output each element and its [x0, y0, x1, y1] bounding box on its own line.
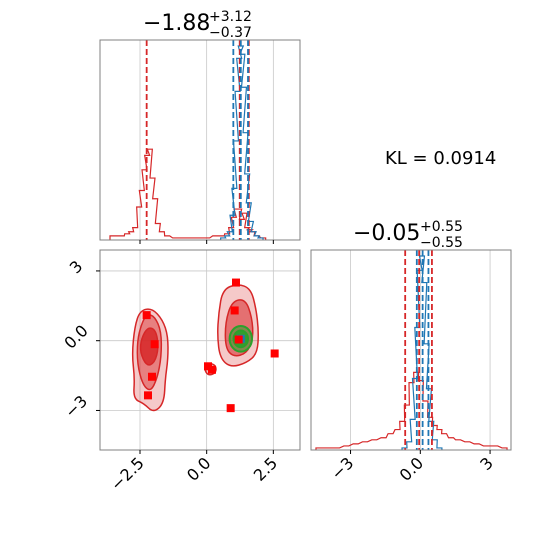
joint-marker-3 — [144, 391, 152, 400]
param2-title-lower: −0.55 — [420, 235, 463, 251]
joint-marker-4 — [232, 278, 240, 287]
param1-red-histogram — [109, 148, 267, 240]
param2-title-value: −0.05 — [353, 221, 420, 246]
param2-marginal-histograms — [315, 255, 508, 450]
param1-marginal-grid — [139, 40, 274, 240]
param2-marginal-quantile-lines — [404, 250, 433, 450]
joint-xtick-label-0: −2.5 — [107, 453, 148, 494]
joint-ytick-label-1: 0.0 — [60, 321, 91, 352]
param2-marginal-frame — [310, 249, 512, 451]
joint-ytick-label-2: 3 — [66, 257, 87, 278]
joint-grid — [100, 250, 300, 450]
joint-ytick-label-0: −3 — [61, 392, 91, 422]
param1-marginal-ticks — [139, 240, 274, 244]
joint-markers — [142, 278, 279, 413]
param1-title-value: −1.88 — [143, 11, 210, 36]
joint-xtick-label-1: 0.0 — [183, 453, 214, 484]
param2-marginal-grid — [350, 250, 491, 450]
joint-marker-0 — [142, 311, 151, 320]
param2-xtick-label-2: 3 — [476, 453, 497, 474]
joint-marker-9 — [208, 365, 216, 374]
joint-xtick-label-2: 2.5 — [250, 453, 281, 484]
param1-marginal-frame — [99, 39, 301, 241]
param2-xtick-label-0: −3 — [327, 453, 357, 483]
joint-frame — [99, 249, 301, 451]
param1-marginal-quantile-lines — [145, 40, 250, 240]
param1-marginal-panel — [99, 39, 301, 244]
joint-marker-7 — [270, 349, 279, 358]
param2-marginal-panel: −3 0.0 3 — [310, 249, 512, 485]
joint-marker-2 — [148, 372, 156, 381]
kl-divergence-label: KL = 0.0914 — [385, 148, 496, 169]
joint-marker-6 — [234, 335, 243, 344]
joint-marker-5 — [230, 306, 239, 315]
param1-title-upper: +3.12 — [209, 9, 252, 25]
param2-xtick-label-1: 0.0 — [396, 453, 427, 484]
joint-marker-1 — [150, 340, 159, 349]
joint-panel: −2.5 0.0 2.5 −3 0.0 3 — [60, 249, 301, 494]
param1-title-lower: −0.37 — [209, 25, 252, 41]
param2-title: −0.05 +0.55 −0.55 — [353, 219, 463, 251]
param2-marginal-ticks: −3 0.0 3 — [327, 450, 497, 485]
param1-marginal-histograms — [109, 45, 267, 240]
param2-title-upper: +0.55 — [420, 219, 463, 235]
joint-marker-10 — [226, 404, 235, 413]
param1-title: −1.88 +3.12 −0.37 — [143, 9, 252, 41]
